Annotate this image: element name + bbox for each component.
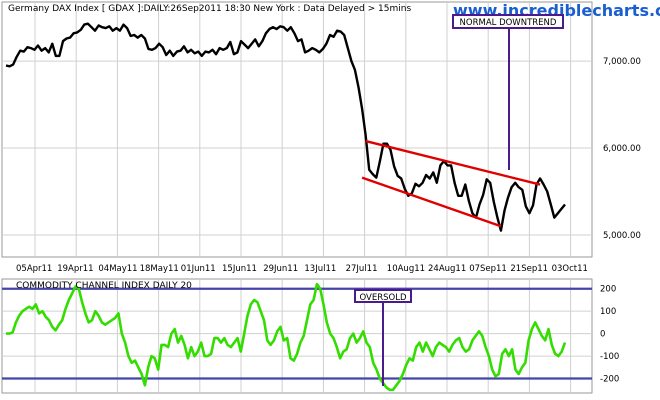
cci-y-tick-label: 200 xyxy=(600,285,616,295)
cci-y-tick-label: -100 xyxy=(600,352,619,362)
price-x-tick-label: 05Apr11 xyxy=(16,264,52,274)
price-x-tick-label: 07Sep11 xyxy=(469,264,507,274)
price-x-tick-label: 24Aug11 xyxy=(428,264,466,274)
price-pane: 05Apr11 19Apr11 04May11 18May11 01Jun11 15Jun… xyxy=(1,1,660,274)
normal-downtrend-callout: NORMAL DOWNTREND xyxy=(452,14,564,170)
cci-y-tick-label: 0 xyxy=(600,330,605,340)
price-x-tick-label: 13Jul11 xyxy=(304,264,336,274)
price-x-tick-label: 15Jun11 xyxy=(222,264,257,274)
cci-chart-title: COMMODITY CHANNEL INDEX DAILY 20 xyxy=(16,281,192,291)
price-x-tick-label: 29Jun11 xyxy=(263,264,298,274)
price-y-tick-label: 6,000.00 xyxy=(603,144,641,154)
price-x-tick-label: 18May11 xyxy=(140,264,179,274)
downtrend-label: NORMAL DOWNTREND xyxy=(460,18,557,28)
price-x-tick-label: 04May11 xyxy=(98,264,137,274)
price-pane-frame xyxy=(1,1,593,258)
cci-y-tick-label: -200 xyxy=(600,375,619,385)
price-y-tick-label: 7,000.00 xyxy=(603,57,641,67)
oversold-callout: OVERSOLD xyxy=(354,289,412,386)
price-x-tick-label: 19Apr11 xyxy=(57,264,93,274)
oversold-label: OVERSOLD xyxy=(360,293,407,303)
cci-series-line xyxy=(6,282,567,392)
price-y-tick-label: 5,000.00 xyxy=(603,231,641,241)
price-x-tick-label: 03Oct11 xyxy=(552,264,588,274)
oversold-label-box xyxy=(354,289,412,303)
cci-pane: 200 100 0 -100 -200 COMMODITY CHANNEL INDEX … xyxy=(1,278,619,394)
price-y-tick-labels: 7,000.00 6,000.00 5,000.00 xyxy=(603,57,641,241)
trend-lines xyxy=(361,139,541,228)
price-x-tick-labels: 05Apr11 19Apr11 04May11 18May11 01Jun11 15Jun… xyxy=(16,264,588,274)
cci-pane-frame xyxy=(1,278,593,394)
cci-y-tick-labels: 200 100 0 -100 -200 xyxy=(600,285,619,385)
cci-bands xyxy=(2,287,592,380)
cci-grid xyxy=(2,279,592,393)
price-x-tick-label: 21Sep11 xyxy=(510,264,548,274)
price-x-tick-label: 27Jul11 xyxy=(346,264,378,274)
cci-y-tick-label: 100 xyxy=(600,307,616,317)
trend-line xyxy=(365,139,541,186)
price-chart-title: Germany DAX Index [ GDAX ]:DAILY:26Sep20… xyxy=(8,4,411,14)
price-x-tick-label: 10Aug11 xyxy=(387,264,425,274)
price-x-tick-label: 01Jun11 xyxy=(181,264,216,274)
price-series-line xyxy=(5,22,566,232)
downtrend-label-box xyxy=(452,14,564,29)
trend-line xyxy=(361,176,502,228)
